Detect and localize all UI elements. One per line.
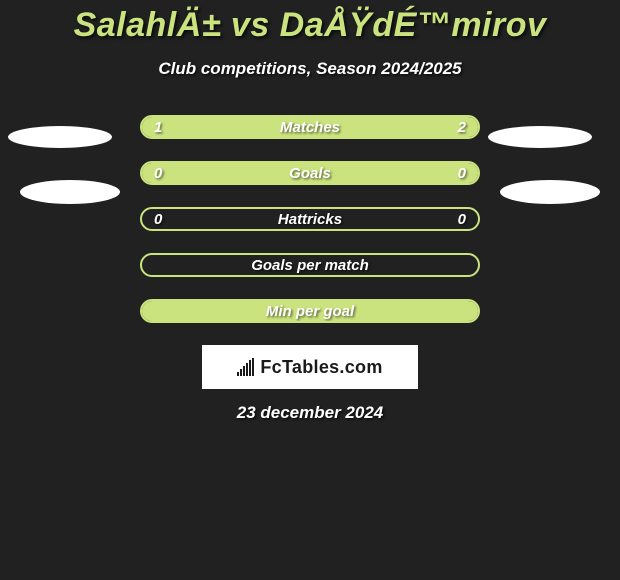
stat-value-left: 0 xyxy=(154,209,162,229)
decorative-ellipse xyxy=(488,126,592,148)
date-text: 23 december 2024 xyxy=(0,403,620,423)
stat-row: 00Goals xyxy=(140,161,480,185)
stat-fill-right xyxy=(254,117,478,137)
page-title: SalahlÄ± vs DaÅŸdÉ™mirov xyxy=(0,0,620,45)
stat-label: Hattricks xyxy=(142,209,478,229)
decorative-ellipse xyxy=(20,180,120,204)
decorative-ellipse xyxy=(8,126,112,148)
stat-fill-right xyxy=(142,301,478,321)
stat-fill-left xyxy=(142,117,254,137)
stat-row: 0 0Hattricks xyxy=(140,207,480,231)
brand-badge[interactable]: FcTables.com xyxy=(202,345,418,389)
stat-value-right: 0 xyxy=(458,209,466,229)
stat-fill-left xyxy=(142,163,478,183)
stat-rows: 12Matches 00Goals 0 0Hattricks Goals per mat… xyxy=(140,115,480,323)
stat-row: Min per goal xyxy=(140,299,480,323)
brand-text: FcTables.com xyxy=(260,357,382,378)
stat-label: Goals per match xyxy=(142,255,478,275)
page-subtitle: Club competitions, Season 2024/2025 xyxy=(0,59,620,79)
decorative-ellipse xyxy=(500,180,600,204)
stat-row: 12Matches xyxy=(140,115,480,139)
stat-row: Goals per match xyxy=(140,253,480,277)
bars-icon xyxy=(237,358,254,376)
